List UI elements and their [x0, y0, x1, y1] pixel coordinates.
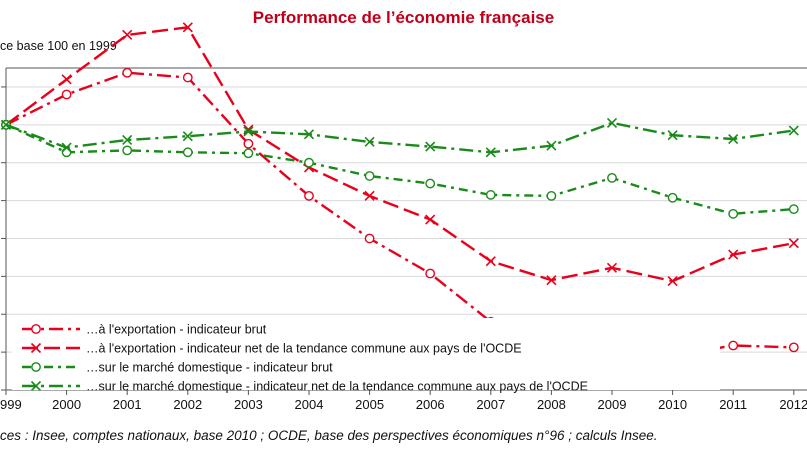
data-point — [304, 190, 314, 201]
legend-entry: …sur le marché domestique - indicateur n… — [22, 380, 588, 394]
data-point — [31, 362, 41, 372]
x-tick-label: 999 — [0, 397, 22, 412]
legend-entry: …à l'exportation - indicateur brut — [22, 323, 267, 337]
data-point — [61, 147, 72, 158]
data-point — [243, 138, 254, 149]
data-point — [606, 117, 618, 128]
data-point — [485, 147, 496, 158]
data-point — [546, 140, 557, 151]
data-point — [546, 190, 557, 201]
x-tick-label: 2005 — [355, 397, 384, 412]
data-point — [243, 148, 254, 159]
x-tick-label: 2009 — [598, 397, 627, 412]
chart-title: Performance de l’économie française — [252, 8, 555, 27]
legend-box — [12, 318, 720, 390]
data-point — [61, 89, 72, 100]
data-point — [485, 256, 496, 267]
data-point — [667, 192, 678, 203]
x-tick-label: 2000 — [52, 397, 81, 412]
data-point — [425, 268, 436, 279]
legend-entry: …sur le marché domestique - indicateur b… — [22, 361, 333, 375]
y-axis-label: ce base 100 en 1999 — [0, 39, 117, 53]
data-point — [122, 134, 133, 146]
legend: …à l'exportation - indicateur brut …à l'e… — [12, 318, 720, 394]
data-point — [303, 129, 315, 140]
series-line — [0, 117, 799, 158]
x-tick-label: 2001 — [113, 397, 142, 412]
data-point — [425, 178, 436, 189]
data-point — [364, 171, 375, 181]
legend-entry: …à l'exportation - indicateur net de la … — [22, 342, 522, 356]
data-point — [61, 74, 72, 85]
data-point — [364, 190, 375, 201]
data-point — [304, 157, 314, 168]
data-point — [364, 136, 375, 147]
x-tick-label: 2004 — [295, 397, 324, 412]
x-tick-label: 2002 — [173, 397, 202, 412]
data-point — [485, 190, 496, 200]
data-point — [607, 172, 617, 183]
data-point — [30, 380, 42, 392]
series-line — [0, 22, 799, 287]
x-tick-label: 2003 — [234, 397, 263, 412]
x-tick-label: 2008 — [537, 397, 566, 412]
data-point — [61, 142, 72, 153]
data-point — [788, 238, 799, 249]
data-point — [728, 208, 739, 219]
data-point — [364, 233, 375, 244]
data-point — [788, 342, 799, 353]
series-path — [5, 123, 794, 216]
series-path — [5, 121, 794, 154]
data-point — [667, 276, 678, 287]
x-tick-label: 2007 — [476, 397, 505, 412]
x-tick-label: 2006 — [416, 397, 445, 412]
legend-label: …sur le marché domestique - indicateur n… — [86, 380, 588, 394]
legend-label: …à l'exportation - indicateur brut — [86, 323, 267, 337]
data-point — [788, 125, 799, 136]
data-point — [243, 126, 254, 137]
legend-label: …à l'exportation - indicateur net de la … — [86, 342, 522, 356]
x-tick-label: 2010 — [658, 397, 687, 412]
data-point — [728, 340, 739, 351]
data-point — [182, 22, 193, 33]
data-point — [182, 131, 193, 142]
series-path — [5, 26, 795, 283]
data-point — [425, 214, 436, 225]
data-point — [122, 29, 133, 40]
data-point — [606, 262, 618, 273]
data-point — [728, 133, 739, 145]
series-line — [1, 67, 799, 361]
data-point — [182, 72, 193, 83]
legend-label: …sur le marché domestique - indicateur b… — [86, 361, 333, 375]
data-point — [0, 119, 12, 130]
data-point — [546, 275, 557, 286]
data-point — [788, 204, 799, 215]
series-group — [0, 22, 799, 361]
data-point — [667, 130, 678, 141]
x-tick-labels: 999 2000 2001 2002 2003 2004 2005 2006 2007 2008 2… — [0, 397, 807, 412]
data-point — [425, 141, 436, 152]
data-point — [182, 147, 193, 158]
data-point — [122, 67, 133, 78]
x-tick-label: 2012 — [779, 397, 807, 412]
data-point — [30, 342, 42, 354]
x-tick-label: 2011 — [719, 397, 747, 412]
data-point — [728, 249, 739, 260]
data-point — [122, 145, 133, 156]
data-point — [31, 324, 41, 334]
series-path — [5, 71, 794, 358]
source-note: ces : Insee, comptes nationaux, base 201… — [0, 428, 658, 443]
